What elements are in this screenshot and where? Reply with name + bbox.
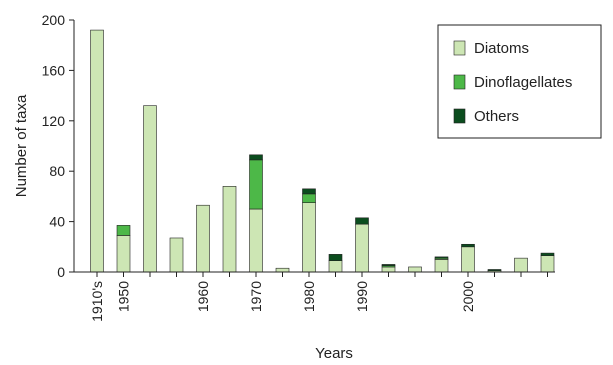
bar-segment-diatoms	[408, 266, 422, 273]
x-tick-label: 1960	[195, 281, 211, 312]
legend-label-dinoflagellates: Dinoflagellates	[474, 74, 572, 91]
bar-segment-others	[249, 154, 263, 161]
legend: Diatoms Dinoflagellates Others	[437, 24, 602, 139]
x-tick-label: 1970	[248, 281, 264, 312]
y-tick-label: 200	[42, 12, 66, 28]
bar-segment-diatoms	[434, 259, 449, 273]
bar-segment-others	[355, 217, 369, 225]
bars-layer	[90, 29, 555, 273]
x-axis-ticks: 1910's 1950 1960 1970 1980 1990 2000	[89, 272, 548, 322]
x-tick-label: 2000	[460, 281, 476, 312]
y-tick-label: 160	[42, 62, 66, 78]
x-axis-title: Years	[315, 345, 353, 362]
bar-segment-diatoms	[116, 235, 131, 273]
bar-segment-dinoflagellates	[249, 159, 263, 210]
bar-segment-dinoflagellates	[302, 193, 316, 204]
x-tick-label: 1910's	[89, 281, 105, 322]
y-axis-ticks: 0 40 80 120 160 200	[42, 12, 74, 280]
y-tick-label: 120	[42, 113, 66, 129]
x-tick-label: 1950	[116, 281, 132, 312]
legend-swatch-others	[453, 108, 466, 124]
bar-segment-diatoms	[540, 255, 555, 273]
bar-segment-diatoms	[514, 257, 528, 273]
bar-segment-diatoms	[302, 202, 316, 273]
bar-segment-diatoms	[90, 29, 104, 273]
bar-segment-others	[328, 254, 343, 261]
bar-segment-dinoflagellates	[116, 225, 131, 236]
bar-segment-diatoms	[461, 246, 475, 273]
bar-segment-diatoms	[143, 105, 157, 273]
legend-swatch-dinoflagellates	[453, 74, 466, 90]
bar-segment-others	[434, 256, 449, 259]
bar-segment-diatoms	[169, 237, 184, 273]
y-tick-label: 40	[49, 214, 65, 230]
y-axis-title: Number of taxa	[13, 94, 30, 197]
bar-segment-others	[540, 252, 555, 256]
bar-segment-others	[381, 264, 396, 267]
bar-segment-diatoms	[249, 208, 263, 273]
x-tick-label: 1990	[354, 281, 370, 312]
bar-segment-diatoms	[355, 223, 369, 273]
legend-label-others: Others	[474, 108, 519, 125]
bar-segment-diatoms	[381, 266, 396, 273]
y-tick-label: 80	[49, 163, 65, 179]
bar-segment-others	[461, 243, 475, 248]
bar-segment-diatoms	[328, 260, 343, 273]
bar-segment-diatoms	[196, 204, 210, 273]
x-tick-label: 1980	[301, 281, 317, 312]
bar-segment-others	[302, 188, 316, 195]
bar-segment-diatoms	[222, 186, 237, 273]
bar-segment-others	[487, 269, 502, 272]
bar-segment-diatoms	[275, 267, 290, 273]
legend-swatch-diatoms	[453, 40, 466, 56]
legend-label-diatoms: Diatoms	[474, 40, 529, 57]
y-tick-label: 0	[57, 264, 65, 280]
